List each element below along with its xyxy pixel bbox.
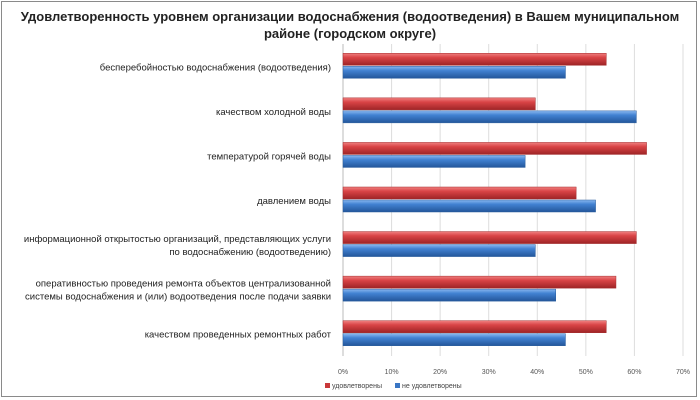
x-tick-label: 70% bbox=[676, 369, 690, 376]
category-label: бесперебойностью водоснабжения (водоотве… bbox=[100, 62, 331, 73]
x-tick-label: 30% bbox=[482, 369, 496, 376]
legend-swatch bbox=[325, 383, 330, 388]
bar-not-satisfied bbox=[342, 66, 566, 79]
bar-not-satisfied bbox=[342, 155, 526, 168]
bar-not-satisfied bbox=[342, 333, 566, 346]
category-label: системы водоснабжения и (или) водоотведе… bbox=[25, 292, 331, 303]
category-label: оперативностью проведения ремонта объект… bbox=[36, 279, 331, 290]
bar-satisfied bbox=[342, 275, 617, 289]
bar-satisfied bbox=[342, 97, 536, 111]
category-label: по водоснабжению (водоотведению) bbox=[169, 247, 331, 258]
legend-label: удовлетворены bbox=[332, 383, 382, 390]
chart-title: Удовлетворенность уровнем организации во… bbox=[20, 9, 680, 41]
category-label: информационной открытостью организаций, … bbox=[24, 234, 331, 245]
x-tick-label: 50% bbox=[579, 369, 593, 376]
bar-satisfied bbox=[342, 320, 607, 333]
category-label: качеством холодной воды bbox=[216, 107, 331, 118]
x-tick-label: 60% bbox=[627, 369, 641, 376]
bar-not-satisfied bbox=[342, 288, 556, 302]
bar-not-satisfied bbox=[342, 244, 536, 257]
category-label: давлением воды bbox=[257, 196, 331, 207]
category-label: качеством проведенных ремонтных работ bbox=[145, 330, 332, 341]
x-tick-label: 40% bbox=[530, 369, 544, 376]
bar-satisfied bbox=[342, 53, 607, 66]
bar-not-satisfied bbox=[342, 110, 637, 124]
legend-swatch bbox=[395, 383, 400, 388]
bar-satisfied bbox=[342, 231, 637, 244]
x-tick-label: 20% bbox=[433, 369, 447, 376]
x-tick-label: 0% bbox=[338, 369, 348, 376]
bar-not-satisfied bbox=[342, 199, 596, 213]
x-tick-label: 10% bbox=[385, 369, 399, 376]
legend-label: не удовлетворены bbox=[402, 383, 462, 390]
bar-satisfied bbox=[342, 186, 577, 200]
bar-satisfied bbox=[342, 142, 647, 155]
category-label: температурой горячей воды bbox=[207, 151, 331, 162]
